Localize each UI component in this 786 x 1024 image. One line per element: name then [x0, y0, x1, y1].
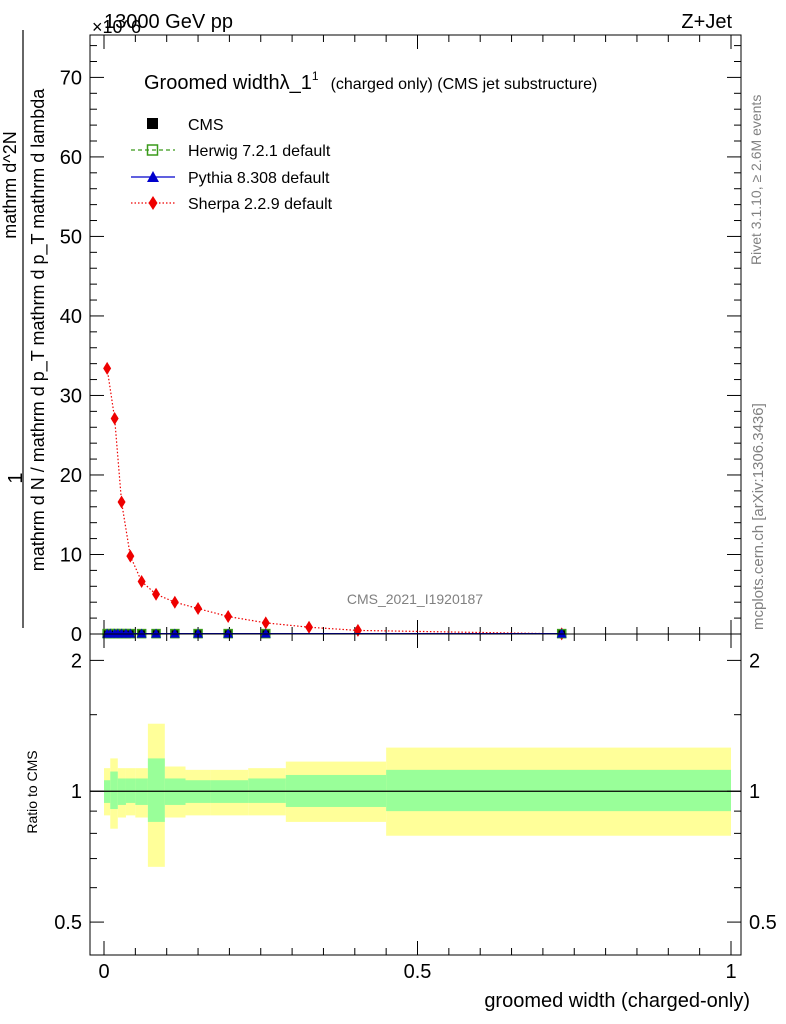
- main-series: [102, 361, 567, 641]
- rivet-label: Rivet 3.1.10, ≥ 2.6M events: [748, 95, 764, 265]
- sherpa-point: [170, 595, 179, 609]
- ratio-y-tick-label-right: 0.5: [749, 912, 777, 934]
- ylabel-denominator: mathrm d N / mathrm d p_T mathrm d p_T m…: [28, 88, 49, 571]
- legend-pythia-label: Pythia 8.308 default: [188, 170, 330, 187]
- ratio-inner-band: [147, 758, 165, 822]
- main-x-ticks: [103, 35, 732, 634]
- sherpa-point: [137, 575, 146, 589]
- ratio-y-tick-label-right: 2: [749, 650, 760, 672]
- ratio-y-axis-label: Ratio to CMS: [24, 750, 40, 833]
- sherpa-point: [126, 549, 135, 563]
- sherpa-point: [194, 602, 203, 616]
- x-axis-label: groomed width (charged-only): [484, 990, 750, 1012]
- ratio-ticks: 0 0.5 1 0.5 0.5 1 1 2 2: [54, 634, 777, 983]
- ylabel-fraction-one: 1: [5, 472, 27, 483]
- y-tick-label: 50: [60, 226, 82, 248]
- ratio-y-tick-label-right: 1: [749, 781, 760, 803]
- pythia-point: [260, 628, 271, 638]
- mcplots-label: mcplots.cern.ch [arXiv:1306.3436]: [750, 403, 767, 630]
- y-tick-label: 0: [71, 624, 82, 646]
- y-tick-label: 30: [60, 385, 82, 407]
- analysis-watermark: CMS_2021_I1920187: [347, 591, 483, 607]
- ratio-inner-band: [110, 771, 118, 810]
- x-tick-label: 0: [98, 961, 109, 983]
- energy-label: 13000 GeV pp: [104, 11, 233, 33]
- pythia-point: [125, 628, 136, 638]
- sherpa-point: [305, 620, 314, 634]
- legend-herwig-marker: [146, 144, 159, 156]
- ratio-y-tick-label: 2: [71, 650, 82, 672]
- sherpa-point: [110, 412, 119, 426]
- series-line: [106, 368, 562, 635]
- process-label: Z+Jet: [681, 11, 732, 33]
- legend-sherpa-marker: [148, 196, 158, 210]
- y-tick-label: 70: [60, 67, 82, 89]
- pythia-point: [136, 628, 147, 638]
- sherpa-point: [261, 616, 270, 630]
- ratio-inner-band: [386, 769, 731, 812]
- y-axis-scale-label: ×10^6: [92, 17, 141, 37]
- pythia-point: [223, 628, 234, 638]
- y-tick-label: 40: [60, 306, 82, 328]
- legend-herwig-label: Herwig 7.2.1 default: [188, 143, 331, 160]
- sherpa-point: [117, 495, 126, 509]
- main-y-ticks: 0 10 20 30 40 50 60 70: [60, 45, 741, 646]
- pythia-point: [169, 628, 180, 638]
- sherpa-point: [103, 361, 112, 375]
- pythia-point: [556, 628, 567, 638]
- x-tick-label: 0.5: [404, 961, 432, 983]
- legend-cms-marker: [147, 118, 158, 129]
- ratio-bands: [104, 723, 731, 867]
- pythia-point: [151, 628, 162, 638]
- y-tick-label: 10: [60, 544, 82, 566]
- legend-pythia-marker: [147, 171, 159, 182]
- x-tick-label: 1: [725, 961, 736, 983]
- legend: CMS Herwig 7.2.1 default Pythia 8.308 de…: [131, 117, 333, 213]
- sherpa-point: [224, 610, 233, 624]
- y-tick-label: 60: [60, 147, 82, 169]
- ratio-y-tick-label: 1: [71, 781, 82, 803]
- y-tick-label: 20: [60, 465, 82, 487]
- ratio-plot-frame: [89, 633, 742, 956]
- pythia-point: [193, 628, 204, 638]
- sherpa-point: [152, 587, 161, 601]
- legend-cms-label: CMS: [188, 117, 224, 134]
- legend-sherpa-label: Sherpa 2.2.9 default: [188, 196, 333, 213]
- main-y-axis-label: 1 mathrm d^2N mathrm d N / mathrm d p_T …: [0, 30, 49, 628]
- ylabel-numerator: mathrm d^2N: [0, 131, 20, 238]
- ratio-y-tick-label: 0.5: [54, 912, 82, 934]
- plot-title: Groomed widthλ_11 (charged only) (CMS jet…: [144, 69, 597, 94]
